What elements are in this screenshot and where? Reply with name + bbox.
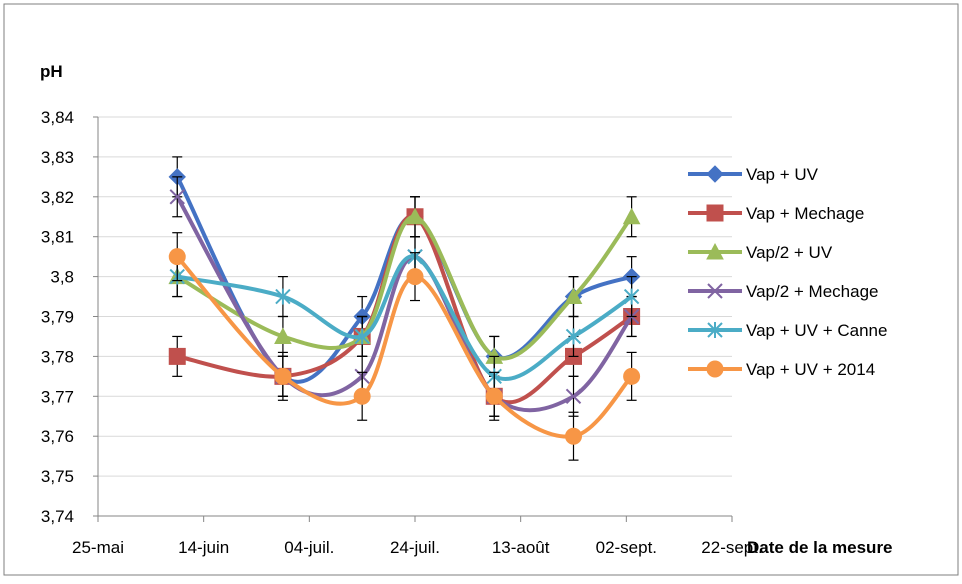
legend-marker — [706, 165, 724, 183]
y-tick-label: 3,75 — [41, 467, 74, 486]
legend-item: Vap + Mechage — [688, 204, 864, 223]
legend-item: Vap + UV + 2014 — [688, 360, 875, 379]
data-point — [564, 287, 583, 305]
data-point — [485, 387, 503, 405]
data-point — [565, 388, 582, 405]
legend-item: Vap/2 + Mechage — [688, 282, 878, 301]
data-point — [623, 367, 641, 385]
series-group — [168, 156, 641, 461]
x-tick-label: 22-sept. — [701, 538, 762, 557]
data-point — [406, 268, 424, 286]
y-tick-label: 3,8 — [50, 268, 74, 287]
legend-label: Vap + Mechage — [746, 204, 864, 223]
legend-marker — [706, 360, 724, 378]
legend-label: Vap + UV + Canne — [746, 321, 887, 340]
legend-marker — [706, 204, 724, 222]
x-tick-label: 14-juin — [178, 538, 229, 557]
x-tick-label: 25-mai — [72, 538, 124, 557]
marker-stroke — [707, 283, 723, 299]
x-tick-label: 02-sept. — [596, 538, 657, 557]
x-tick-label: 04-juil. — [284, 538, 334, 557]
data-point — [354, 328, 370, 345]
y-tick-label: 3,78 — [41, 347, 74, 366]
marker-stroke — [565, 388, 582, 405]
legend-label: Vap + UV + 2014 — [746, 360, 875, 379]
data-point — [622, 207, 641, 225]
axes: 3,74 3,75 3,76 3,77 3,78 3,79 3,8 3,81 3,82 3,83 3… — [41, 108, 763, 557]
x-tick-label: 24-juil. — [390, 538, 440, 557]
legend-item: Vap + UV — [688, 165, 819, 184]
data-point — [169, 189, 185, 205]
y-tick-label: 3,76 — [41, 427, 74, 446]
y-tick-label: 3,81 — [41, 228, 74, 247]
data-point — [353, 387, 371, 405]
data-point — [406, 207, 424, 225]
data-point — [565, 328, 582, 345]
legend-marker — [707, 283, 723, 299]
legend: Vap + UV Vap + Mechage Vap/2 + UV Vap/2 + M… — [688, 165, 887, 379]
y-tick-label: 3,83 — [41, 148, 74, 167]
y-axis-title: pH — [40, 62, 63, 81]
legend-item: Vap + UV + Canne — [688, 321, 887, 340]
x-tick-label: 13-août — [492, 538, 550, 557]
y-tick-label: 3,74 — [41, 507, 74, 526]
data-point — [168, 248, 186, 266]
data-point — [275, 288, 291, 305]
legend-label: Vap/2 + Mechage — [746, 282, 878, 301]
y-tick-label: 3,79 — [41, 308, 74, 327]
y-tick-label: 3,82 — [41, 188, 74, 207]
series-6 — [168, 232, 641, 461]
legend-label: Vap + UV — [746, 165, 819, 184]
marker-stroke — [169, 189, 185, 205]
data-point — [274, 327, 292, 344]
legend-marker — [706, 242, 724, 260]
data-point — [623, 288, 640, 305]
legend-marker — [707, 322, 723, 338]
y-tick-label: 3,84 — [41, 108, 74, 127]
chart-area-border — [3, 3, 959, 576]
legend-item: Vap/2 + UV — [688, 242, 833, 262]
data-point — [565, 427, 582, 445]
legend-label: Vap/2 + UV — [746, 243, 833, 262]
data-point — [168, 347, 186, 365]
y-tick-label: 3,77 — [41, 387, 74, 406]
x-axis-title: Date de la mesure — [747, 538, 893, 557]
data-point — [274, 367, 292, 385]
